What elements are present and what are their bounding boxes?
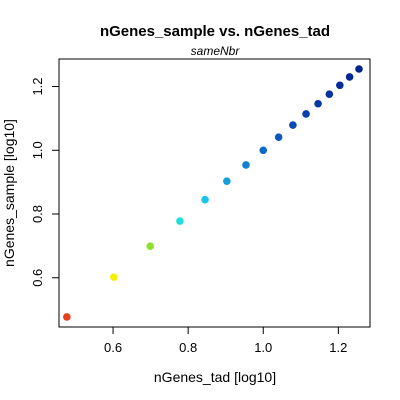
- x-axis-label: nGenes_tad [log10]: [154, 369, 276, 385]
- data-points: [63, 65, 363, 321]
- data-point: [302, 110, 310, 118]
- data-point: [336, 81, 344, 89]
- y-tick-label: 1.2: [30, 77, 45, 95]
- data-point: [146, 242, 154, 250]
- data-point: [259, 146, 267, 154]
- y-axis-label: nGenes_sample [log10]: [1, 119, 17, 267]
- x-tick-label: 1.0: [254, 340, 272, 355]
- x-axis: 0.6 0.8 1.0 1.2: [104, 327, 347, 355]
- data-point: [110, 273, 118, 281]
- y-tick-label: 0.6: [30, 269, 45, 287]
- data-point: [201, 196, 209, 204]
- data-point: [223, 177, 231, 185]
- x-tick-label: 1.2: [329, 340, 347, 355]
- x-tick-label: 0.8: [179, 340, 197, 355]
- data-point: [314, 100, 322, 108]
- data-point: [355, 65, 363, 73]
- data-point: [176, 217, 184, 225]
- data-point: [326, 90, 334, 98]
- plot-frame: [59, 59, 370, 327]
- x-tick-label: 0.6: [104, 340, 122, 355]
- chart-title: nGenes_sample vs. nGenes_tad: [100, 23, 330, 40]
- data-point: [242, 161, 250, 169]
- data-point: [346, 73, 354, 81]
- data-point: [63, 313, 71, 321]
- data-point: [289, 121, 297, 129]
- y-tick-label: 1.0: [30, 141, 45, 159]
- y-tick-label: 0.8: [30, 205, 45, 223]
- chart-subtitle: sameNbr: [191, 44, 241, 58]
- y-axis: 0.6 0.8 1.0 1.2: [30, 77, 59, 286]
- data-point: [275, 133, 283, 141]
